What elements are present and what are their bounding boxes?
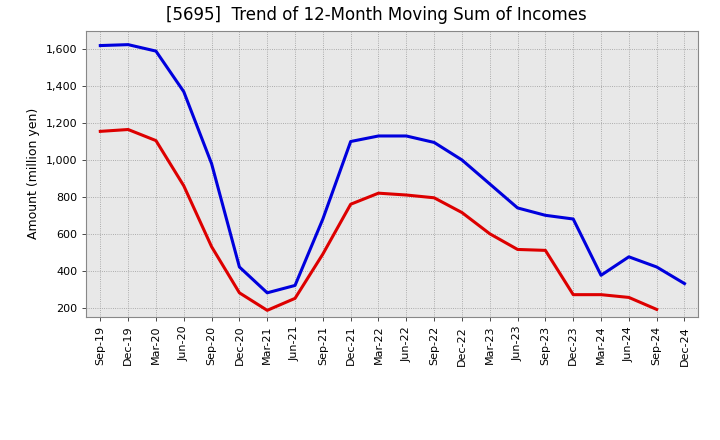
Ordinary Income: [402, 133, 410, 139]
Ordinary Income: [652, 264, 661, 270]
Net Income: [485, 231, 494, 236]
Ordinary Income: [374, 133, 383, 139]
Ordinary Income: [346, 139, 355, 144]
Ordinary Income: [485, 181, 494, 187]
Net Income: [179, 183, 188, 188]
Net Income: [402, 192, 410, 198]
Net Income: [346, 202, 355, 207]
Ordinary Income: [624, 254, 633, 260]
Net Income: [207, 244, 216, 249]
Ordinary Income: [124, 42, 132, 47]
Net Income: [430, 195, 438, 201]
Net Income: [458, 210, 467, 215]
Net Income: [597, 292, 606, 297]
Net Income: [541, 248, 550, 253]
Net Income: [374, 191, 383, 196]
Ordinary Income: [179, 89, 188, 94]
Ordinary Income: [207, 161, 216, 166]
Net Income: [624, 295, 633, 300]
Ordinary Income: [458, 158, 467, 163]
Ordinary Income: [152, 48, 161, 54]
Ordinary Income: [318, 216, 327, 222]
Net Income: [318, 251, 327, 257]
Ordinary Income: [513, 205, 522, 211]
Line: Net Income: Net Income: [100, 129, 657, 310]
Net Income: [96, 129, 104, 134]
Net Income: [513, 247, 522, 252]
Y-axis label: Amount (million yen): Amount (million yen): [27, 108, 40, 239]
Net Income: [569, 292, 577, 297]
Ordinary Income: [541, 213, 550, 218]
Net Income: [124, 127, 132, 132]
Text: [5695]  Trend of 12-Month Moving Sum of Incomes: [5695] Trend of 12-Month Moving Sum of I…: [166, 6, 587, 24]
Ordinary Income: [569, 216, 577, 222]
Net Income: [235, 290, 243, 295]
Ordinary Income: [291, 283, 300, 288]
Ordinary Income: [680, 281, 689, 286]
Line: Ordinary Income: Ordinary Income: [100, 44, 685, 293]
Ordinary Income: [263, 290, 271, 295]
Net Income: [652, 307, 661, 312]
Net Income: [263, 308, 271, 313]
Net Income: [152, 138, 161, 143]
Ordinary Income: [430, 140, 438, 145]
Ordinary Income: [235, 264, 243, 270]
Ordinary Income: [597, 273, 606, 278]
Ordinary Income: [96, 43, 104, 48]
Net Income: [291, 296, 300, 301]
